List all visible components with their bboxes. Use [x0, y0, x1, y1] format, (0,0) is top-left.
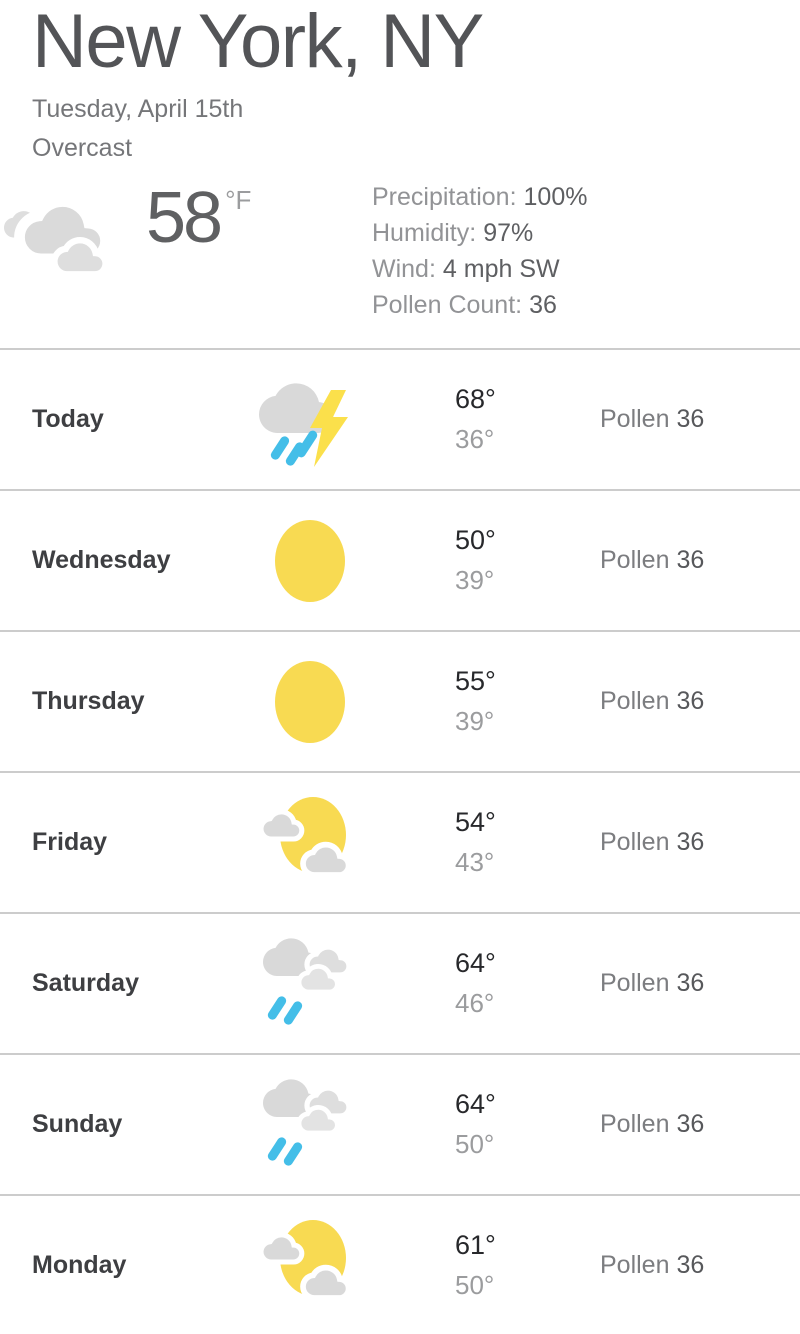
pollen-info: Pollen 36 [600, 546, 800, 575]
partly-cloudy-icon [255, 1216, 365, 1316]
high-temp: 64° [455, 948, 496, 978]
low-temp: 50° [455, 1129, 495, 1159]
pollen-label: Pollen [600, 828, 670, 856]
current-temperature: 58 °F [146, 177, 251, 348]
wind-value: 4 mph SW [442, 255, 560, 283]
pollen-info: Pollen 36 [600, 1251, 800, 1280]
pollen-value: 36 [676, 546, 705, 574]
humidity-value: 97% [483, 219, 534, 247]
humidity-label: Humidity: [372, 219, 477, 247]
current-conditions: 58 °F Precipitation: 100% Humidity: 97% Win… [0, 175, 800, 348]
low-temp: 43° [455, 847, 495, 877]
day-label: Monday [32, 1251, 127, 1279]
day-label: Sunday [32, 1110, 123, 1138]
forecast-row-today[interactable]: Today 68° 36° Pollen 36 [0, 350, 800, 491]
temps: 64° 50° [365, 1089, 600, 1160]
pollen-value: 36 [676, 828, 705, 856]
low-temp: 39° [455, 565, 495, 595]
pollen-info: Pollen 36 [600, 687, 800, 716]
pollen-info: Pollen 36 [600, 405, 800, 434]
sunny-icon [255, 652, 365, 752]
pollen-label: Pollen [600, 546, 670, 574]
pollen-count-value: 36 [529, 291, 557, 319]
pollen-info: Pollen 36 [600, 828, 800, 857]
pollen-info: Pollen 36 [600, 969, 800, 998]
forecast-row-friday[interactable]: Friday 54° 43° Pollen 36 [0, 773, 800, 914]
forecast-row-sunday[interactable]: Sunday 64° 50° Pollen 36 [0, 1055, 800, 1196]
temps: 68° 36° [365, 384, 600, 455]
temps: 55° 39° [365, 666, 600, 737]
temps: 54° 43° [365, 807, 600, 878]
precipitation-value: 100% [523, 183, 588, 211]
temperature-unit: °F [225, 185, 252, 215]
precipitation-label: Precipitation: [372, 183, 517, 211]
pollen-label: Pollen [600, 1110, 670, 1138]
high-temp: 50° [455, 525, 496, 555]
day-label: Wednesday [32, 546, 171, 574]
wind-label: Wind: [372, 255, 436, 283]
thunderstorm-icon [255, 370, 365, 470]
pollen-label: Pollen [600, 1251, 670, 1279]
wind-line: Wind: 4 mph SW [372, 251, 587, 287]
low-temp: 50° [455, 1270, 495, 1300]
forecast-row-monday[interactable]: Monday 61° 50° Pollen 36 [0, 1196, 800, 1334]
pollen-value: 36 [676, 1251, 705, 1279]
forecast-row-thursday[interactable]: Thursday 55° 39° Pollen 36 [0, 632, 800, 773]
current-details: Precipitation: 100% Humidity: 97% Wind: 4 m… [372, 175, 587, 348]
high-temp: 54° [455, 807, 496, 837]
current-date: Tuesday, April 15th [32, 95, 244, 123]
location-title: New York, NY [32, 0, 484, 84]
forecast-row-wednesday[interactable]: Wednesday 50° 39° Pollen 36 [0, 491, 800, 632]
day-label: Friday [32, 828, 108, 856]
pollen-count-label: Pollen Count: [372, 291, 523, 319]
high-temp: 61° [455, 1230, 496, 1260]
pollen-label: Pollen [600, 969, 670, 997]
precipitation-line: Precipitation: 100% [372, 179, 587, 215]
pollen-info: Pollen 36 [600, 1110, 800, 1139]
forecast-row-saturday[interactable]: Saturday 64° 46° Pollen 36 [0, 914, 800, 1055]
temps: 61° 50° [365, 1230, 600, 1301]
rain-icon [255, 934, 365, 1034]
pollen-value: 36 [676, 405, 705, 433]
high-temp: 68° [455, 384, 496, 414]
humidity-line: Humidity: 97% [372, 215, 587, 251]
current-temp-block: 58 °F [0, 175, 372, 348]
forecast-list: Today 68° 36° Pollen 36 Wednesday 50° 39°… [0, 348, 800, 1334]
low-temp: 46° [455, 988, 495, 1018]
day-label: Saturday [32, 969, 139, 997]
pollen-label: Pollen [600, 687, 670, 715]
pollen-value: 36 [676, 969, 705, 997]
pollen-label: Pollen [600, 405, 670, 433]
day-label: Today [32, 405, 104, 433]
high-temp: 64° [455, 1089, 496, 1119]
weather-header: New York, NY Tuesday, April 15th Overcas… [0, 0, 800, 163]
pollen-value: 36 [676, 1110, 705, 1138]
low-temp: 39° [455, 706, 495, 736]
day-label: Thursday [32, 687, 145, 715]
temperature-value: 58 [146, 178, 223, 258]
current-condition: Overcast [32, 134, 133, 162]
sunny-icon [255, 511, 365, 611]
partly-cloudy-icon [255, 793, 365, 893]
temps: 50° 39° [365, 525, 600, 596]
pollen-count-line: Pollen Count: 36 [372, 287, 587, 323]
low-temp: 36° [455, 424, 495, 454]
temps: 64° 46° [365, 948, 600, 1019]
pollen-value: 36 [676, 687, 705, 715]
rain-icon [255, 1075, 365, 1175]
high-temp: 55° [455, 666, 496, 696]
overcast-cloud-icon [4, 189, 130, 286]
